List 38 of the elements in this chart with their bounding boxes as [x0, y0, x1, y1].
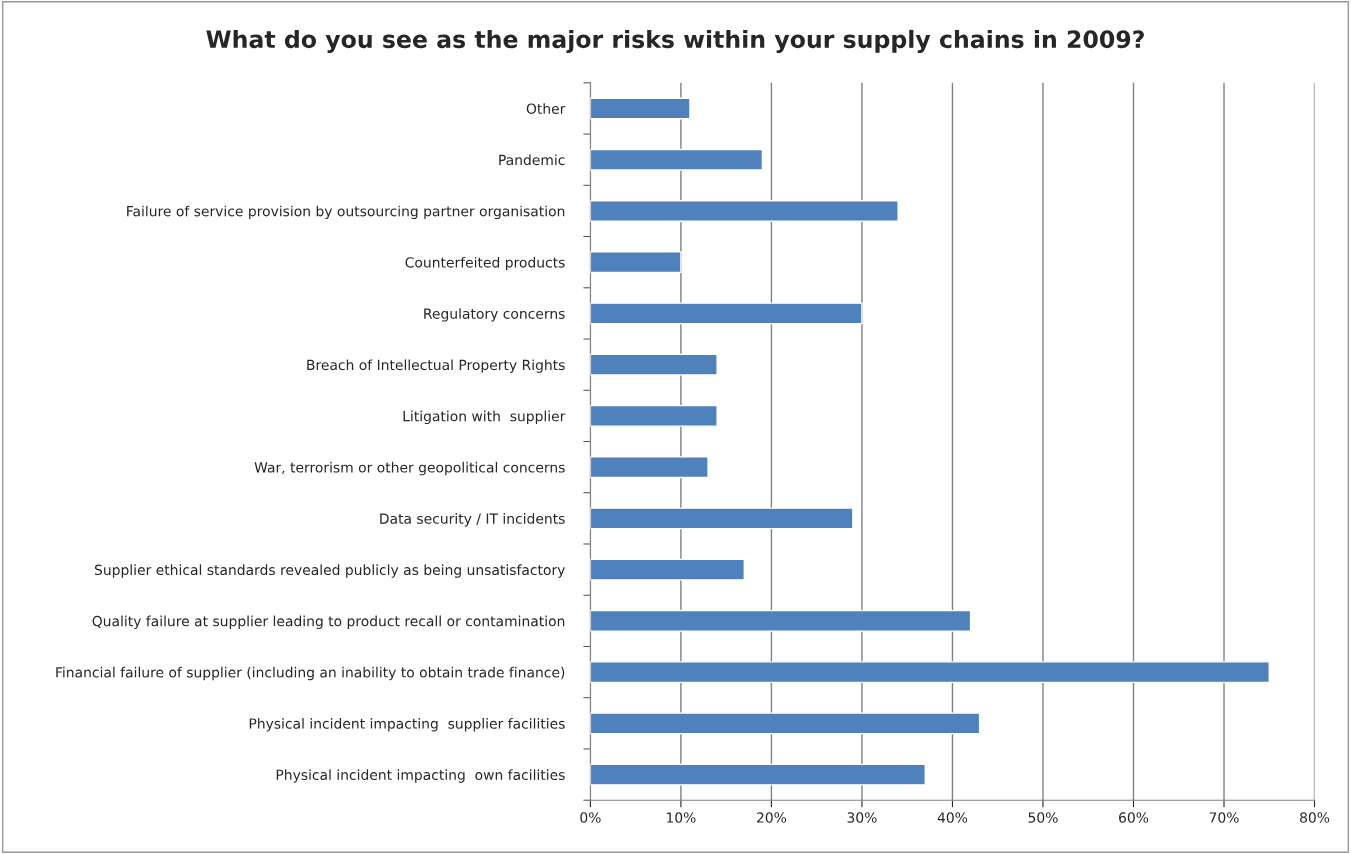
- x-tick-label: 70%: [1209, 812, 1239, 823]
- y-tick-label: Physical incident impacting supplier facilities: [249, 718, 565, 732]
- x-tick-label: 30%: [847, 812, 877, 823]
- y-tick-label: Financial failure of supplier (including an inability to obtain trade finance): [56, 666, 565, 681]
- y-tick-label: Litigation with supplier: [403, 410, 566, 425]
- bar: [590, 302, 863, 325]
- y-tick-label: Pandemic: [499, 154, 565, 166]
- bar: [590, 199, 899, 222]
- bar: [590, 558, 745, 581]
- bar: [590, 712, 981, 735]
- y-tick-label: War, terrorism or other geopolitical concerns: [254, 461, 565, 476]
- bar: [590, 353, 718, 376]
- y-tick-label: Breach of Intellectual Property Rights: [307, 359, 565, 373]
- x-tick-label: 80%: [1300, 812, 1330, 823]
- bar: [590, 661, 1270, 684]
- y-tick-label: Physical incident impacting own facilities: [276, 769, 565, 783]
- x-tick-label: 60%: [1119, 812, 1149, 823]
- bar: [590, 609, 972, 632]
- y-tick-label: Other: [526, 103, 566, 114]
- y-tick-label: Counterfeited products: [405, 256, 565, 271]
- chart-title: What do you see as the major risks within your supply chains in 2009?: [206, 29, 1144, 53]
- bar: [590, 763, 926, 786]
- bar: [590, 148, 764, 171]
- bar: [590, 456, 709, 479]
- bar: [590, 507, 854, 530]
- y-tick-label: Failure of service provision by outsourcing partner organisation: [127, 205, 565, 220]
- x-tick-label: 0%: [580, 812, 601, 823]
- y-tick-label: Data security / IT incidents: [380, 513, 565, 527]
- x-tick-label: 50%: [1028, 812, 1058, 823]
- bar: [590, 404, 718, 427]
- bar: [590, 251, 682, 274]
- y-tick-label: Regulatory concerns: [424, 308, 565, 322]
- x-tick-label: 20%: [757, 812, 787, 823]
- x-tick-label: 40%: [937, 812, 968, 823]
- y-tick-label: Supplier ethical standards revealed publicly as being unsatisfactory: [94, 564, 565, 578]
- x-tick-label: 10%: [666, 812, 696, 823]
- bar: [590, 97, 691, 120]
- y-tick-label: Quality failure at supplier leading to product recall or contamination: [92, 615, 565, 630]
